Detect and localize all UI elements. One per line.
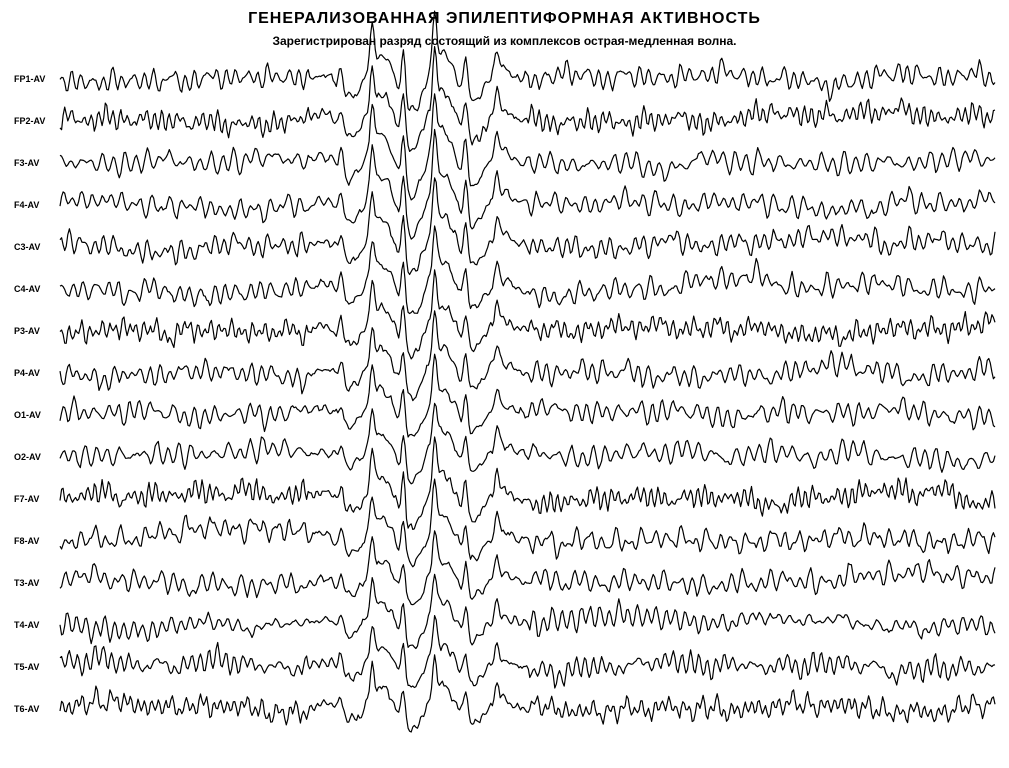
channel-trace xyxy=(60,182,995,224)
channel-row: FP1-AV xyxy=(14,56,995,98)
channel-label: F3-AV xyxy=(14,154,60,168)
channel-label: T3-AV xyxy=(14,574,60,588)
channel-row: P4-AV xyxy=(14,350,995,392)
page-subtitle: Зарегистрирован разряд состоящий из комп… xyxy=(14,34,995,48)
channel-label: F4-AV xyxy=(14,196,60,210)
channel-row: F8-AV xyxy=(14,518,995,560)
channel-row: O1-AV xyxy=(14,392,995,434)
channel-trace xyxy=(60,434,995,476)
channel-row: T6-AV xyxy=(14,686,995,728)
channel-label: FP1-AV xyxy=(14,70,60,84)
eeg-chart: FP1-AV FP2-AV F3-AV F4-AV C3-AV C4-AV P3-AV P4-… xyxy=(14,56,995,728)
channel-row: P3-AV xyxy=(14,308,995,350)
channel-trace xyxy=(60,644,995,686)
channel-trace xyxy=(60,224,995,266)
channel-trace xyxy=(60,602,995,644)
channel-trace xyxy=(60,266,995,308)
channel-row: C3-AV xyxy=(14,224,995,266)
channel-row: F3-AV xyxy=(14,140,995,182)
channel-row: T3-AV xyxy=(14,560,995,602)
channel-row: T5-AV xyxy=(14,644,995,686)
channel-label: O2-AV xyxy=(14,448,60,462)
channel-trace xyxy=(60,98,995,140)
channel-label: C3-AV xyxy=(14,238,60,252)
channel-label: T4-AV xyxy=(14,616,60,630)
channel-label: F7-AV xyxy=(14,490,60,504)
channel-label: FP2-AV xyxy=(14,112,60,126)
channel-trace xyxy=(60,56,995,98)
channel-row: FP2-AV xyxy=(14,98,995,140)
channel-label: P4-AV xyxy=(14,364,60,378)
channel-trace xyxy=(60,686,995,728)
channel-label: F8-AV xyxy=(14,532,60,546)
channel-row: F7-AV xyxy=(14,476,995,518)
channel-trace xyxy=(60,392,995,434)
eeg-page: ГЕНЕРАЛИЗОВАННАЯ ЭПИЛЕПТИФОРМНАЯ АКТИВНО… xyxy=(0,0,1009,768)
channel-label: T5-AV xyxy=(14,658,60,672)
channel-trace xyxy=(60,350,995,392)
channel-label: P3-AV xyxy=(14,322,60,336)
channel-label: T6-AV xyxy=(14,700,60,714)
channel-label: O1-AV xyxy=(14,406,60,420)
channel-trace xyxy=(60,140,995,182)
channel-row: O2-AV xyxy=(14,434,995,476)
channel-row: F4-AV xyxy=(14,182,995,224)
channel-trace xyxy=(60,560,995,602)
channel-label: C4-AV xyxy=(14,280,60,294)
channel-trace xyxy=(60,308,995,350)
channel-trace xyxy=(60,476,995,518)
channel-trace xyxy=(60,518,995,560)
channel-row: C4-AV xyxy=(14,266,995,308)
channel-row: T4-AV xyxy=(14,602,995,644)
page-title: ГЕНЕРАЛИЗОВАННАЯ ЭПИЛЕПТИФОРМНАЯ АКТИВНО… xyxy=(14,10,995,28)
